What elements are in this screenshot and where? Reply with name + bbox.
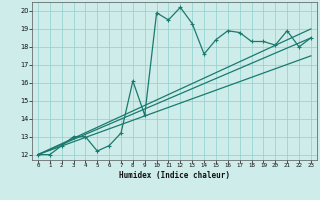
X-axis label: Humidex (Indice chaleur): Humidex (Indice chaleur) xyxy=(119,171,230,180)
